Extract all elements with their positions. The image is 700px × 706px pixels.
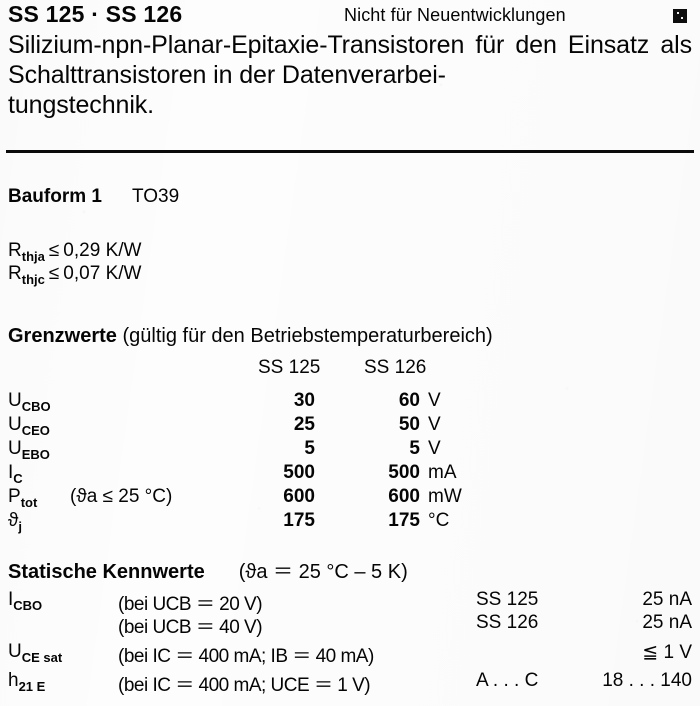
grenzwerte-col-a-label: SS 125	[258, 357, 321, 378]
stat-row-0-subscript: CBO	[13, 597, 43, 613]
statische-kennwerte-condition: (ϑa ＝ 25 °C – 5 K)	[238, 561, 408, 583]
package-label: Bauform 1	[8, 186, 102, 207]
stat-row-2-subscript: CE sat	[21, 649, 63, 665]
stat-row-2-value: ≦ 1 V	[642, 642, 692, 663]
grenzwerte-title: Grenzwerte	[8, 325, 117, 347]
rth-jc-value: 0,07	[63, 263, 101, 284]
thermal-resistance-ja: Rthja ≤0,29 K/W	[8, 240, 141, 264]
grenzwerte-row-2-symbol: UEBO	[8, 438, 50, 462]
grenzwerte-row-3-unit: mA	[428, 462, 457, 483]
rth-jc-relation: ≤	[48, 263, 60, 284]
statische-kennwerte-title: Statische Kennwerte	[8, 561, 205, 583]
rth-ja-subscript: thja	[21, 248, 45, 264]
grenzwerte-row-3-ss126: 500	[388, 462, 420, 483]
grenzwerte-row-5-subscript: j	[18, 518, 23, 534]
stat-row-3-condition: (bei IC ＝ 400 mA; UCE ＝ 1 V)	[118, 675, 371, 696]
grenzwerte-row-0-ss126: 60	[398, 390, 420, 411]
grenzwerte-row-1-symbol: UCEO	[8, 414, 50, 438]
grenzwerte-row-5-ss125: 175	[283, 510, 315, 531]
grenzwerte-col-b-label: SS 126	[364, 357, 427, 378]
stat-row-1-condition: (bei UCB ＝ 40 V)	[118, 617, 263, 638]
grenzwerte-row-4-unit: mW	[428, 486, 462, 507]
grenzwerte-column-header-ss125: SS 125	[258, 357, 320, 379]
grenzwerte-row-0-subscript: CBO	[21, 398, 51, 414]
grenzwerte-row-4-subscript: tot	[20, 494, 38, 510]
rth-jc-symbol: Rthjc	[8, 263, 45, 287]
rth-ja-value: 0,29	[63, 240, 101, 261]
grenzwerte-row-5-symbol: ϑj	[8, 510, 23, 534]
stat-row-0-condition: (bei UCB ＝ 20 V)	[118, 594, 263, 615]
grenzwerte-row-0-ss125: 30	[293, 390, 315, 411]
rth-ja-symbol: Rthja	[8, 240, 45, 264]
grenzwerte-row-3-symbol: IC	[8, 462, 23, 486]
grenzwerte-row-2-ss125: 5	[304, 438, 315, 459]
grenzwerte-subtitle: (gültig für den Betriebstemperaturbereic…	[122, 325, 493, 347]
grenzwerte-row-1-unit: V	[428, 414, 441, 435]
stat-row-0-value: 25 nA	[642, 589, 692, 610]
grenzwerte-row-5-unit: °C	[428, 510, 450, 531]
obsolescence-notice: Nicht für Neuentwicklungen	[344, 5, 566, 25]
stat-row-2-condition: (bei IC ＝ 400 mA; IB ＝ 40 mA)	[118, 646, 374, 667]
rth-ja-relation: ≤	[48, 240, 60, 261]
grenzwerte-row-1-ss126: 50	[398, 414, 420, 435]
product-description-text: Silizium-npn-Planar-Epitaxie-Transistore…	[8, 31, 692, 89]
grenzwerte-row-4-symbol: Ptot	[8, 486, 38, 510]
grenzwerte-heading: Grenzwerte (gültig für den Betriebstempe…	[8, 325, 493, 348]
page-title: SS 125 · SS 126	[8, 1, 183, 27]
rth-jc-unit: K/W	[105, 263, 142, 284]
stat-row-3-subscript: 21 E	[18, 678, 46, 694]
thermal-resistance-jc: Rthjc ≤0,07 K/W	[8, 263, 141, 287]
stat-row-3-group: A . . . C	[476, 670, 539, 691]
grenzwerte-row-2-ss126: 5	[409, 438, 420, 459]
grenzwerte-row-5-ss126: 175	[388, 510, 420, 531]
grenzwerte-row-3-ss125: 500	[283, 462, 315, 483]
product-description-last-line: tungstechnik.	[8, 91, 155, 119]
grenzwerte-row-3-subscript: C	[13, 470, 23, 486]
grenzwerte-row-1-subscript: CEO	[21, 422, 50, 438]
grenzwerte-row-2-subscript: EBO	[21, 446, 50, 462]
grenzwerte-column-header-ss126: SS 126	[364, 357, 426, 379]
header-divider	[6, 150, 694, 153]
stat-row-3-symbol: h21 E	[8, 670, 46, 694]
product-description: Silizium-npn-Planar-Epitaxie-Transistore…	[8, 30, 692, 120]
grenzwerte-row-4-ss125: 600	[283, 486, 315, 507]
stat-row-1-group: SS 126	[476, 612, 539, 633]
grenzwerte-row-2-unit: V	[428, 438, 441, 459]
black-square-marker-icon	[673, 9, 687, 23]
grenzwerte-row-0-symbol: UCBO	[8, 390, 51, 414]
stat-row-3-value: 18 . . . 140	[602, 670, 692, 691]
rth-ja-unit: K/W	[105, 240, 142, 261]
stat-row-0-symbol: ICBO	[8, 589, 43, 613]
grenzwerte-row-4-condition: (ϑa ≤ 25 °C)	[70, 486, 173, 507]
stat-row-2-symbol: UCE sat	[8, 641, 63, 665]
package-row: Bauform 1 TO39	[8, 186, 179, 208]
grenzwerte-row-0-unit: V	[428, 390, 441, 411]
statische-kennwerte-heading: Statische Kennwerte (ϑa ＝ 25 °C – 5 K)	[8, 555, 408, 584]
grenzwerte-row-1-ss125: 25	[293, 414, 315, 435]
package-value: TO39	[131, 186, 180, 207]
stat-row-0-group: SS 125	[476, 589, 539, 610]
stat-row-1-value: 25 nA	[642, 612, 692, 633]
rth-jc-subscript: thjc	[21, 271, 45, 287]
grenzwerte-row-4-ss126: 600	[388, 486, 420, 507]
